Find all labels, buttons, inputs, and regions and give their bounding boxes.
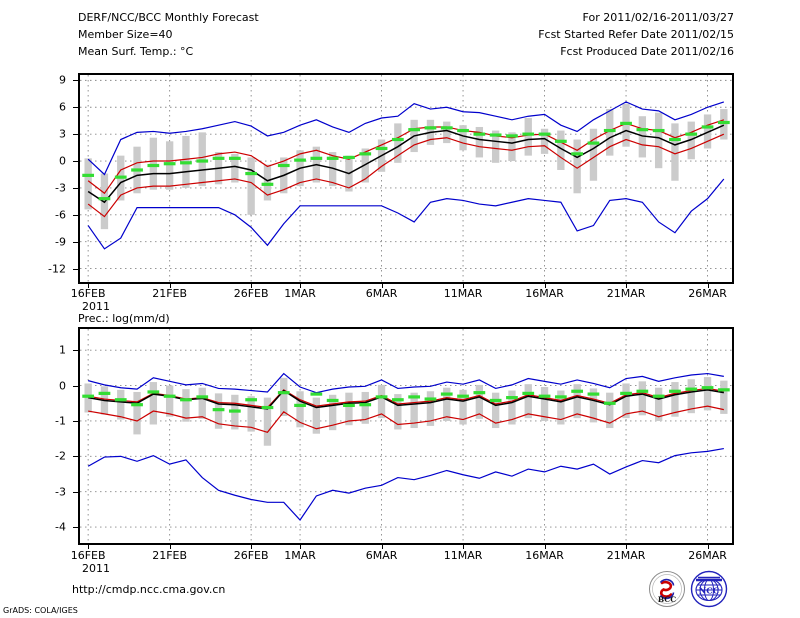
x-tick-mark — [251, 544, 253, 549]
x-tick-label: 21MAR — [606, 549, 646, 562]
y-tick-label: -2 — [55, 449, 66, 463]
precipitation-plot-panel — [78, 327, 734, 545]
temp-variable-label: Mean Surf. Temp.: °C — [78, 45, 194, 58]
y-tick-label: 0 — [59, 379, 66, 393]
precipitation-year-label: 2011 — [82, 562, 110, 575]
member-size-label: Member Size=40 — [78, 28, 173, 41]
x-tick-label: 26FEB — [233, 287, 269, 300]
y-tick-mark — [73, 107, 78, 109]
x-tick-label: 6MAR — [365, 287, 398, 300]
forecast-period-label: For 2011/02/16-2011/03/27 — [582, 11, 734, 24]
y-tick-label: -9 — [55, 235, 66, 249]
x-tick-mark — [544, 283, 546, 288]
y-tick-label: -4 — [55, 520, 66, 534]
x-tick-mark — [626, 544, 628, 549]
bcc-logo-text: BCC — [658, 595, 676, 604]
y-tick-label: -3 — [55, 181, 66, 195]
x-tick-label: 11MAR — [443, 287, 483, 300]
x-tick-mark — [300, 544, 302, 549]
x-tick-label: 21MAR — [606, 287, 646, 300]
y-tick-mark — [73, 187, 78, 189]
x-tick-mark — [169, 283, 171, 288]
precipitation-y-axis: 1 0 -1 -2 -3 -4 — [30, 327, 78, 545]
x-tick-label: 1MAR — [284, 287, 316, 300]
x-tick-label: 21FEB — [152, 287, 188, 300]
y-tick-mark — [73, 491, 78, 493]
temperature-plot-canvas — [80, 75, 732, 282]
y-tick-label: 0 — [59, 154, 66, 168]
x-tick-mark — [300, 283, 302, 288]
ncc-logo-text: NCC — [699, 585, 720, 595]
x-tick-mark — [707, 544, 709, 549]
y-tick-label: -6 — [55, 208, 66, 222]
x-tick-mark — [169, 544, 171, 549]
y-tick-label: 1 — [59, 343, 66, 357]
x-tick-label: 21FEB — [152, 549, 188, 562]
x-tick-mark — [626, 283, 628, 288]
x-tick-mark — [381, 283, 383, 288]
x-tick-label: 1MAR — [284, 549, 316, 562]
x-tick-mark — [88, 283, 90, 288]
x-tick-label: 26FEB — [233, 549, 269, 562]
y-tick-mark — [73, 527, 78, 529]
precipitation-plot-canvas — [80, 329, 732, 543]
x-tick-mark — [251, 283, 253, 288]
y-tick-mark — [73, 385, 78, 387]
x-tick-label: 26MAR — [688, 287, 727, 300]
x-tick-mark — [544, 544, 546, 549]
y-tick-label: 6 — [59, 100, 66, 114]
y-tick-label: 9 — [59, 73, 66, 87]
x-tick-mark — [463, 544, 465, 549]
ncc-logo-icon: NCC — [690, 570, 728, 608]
temperature-y-axis: 9 6 3 0 -3 -6 -9 -12 — [30, 73, 78, 284]
forecast-title: DERF/NCC/BCC Monthly Forecast — [78, 11, 259, 24]
y-tick-label: -1 — [55, 414, 66, 428]
grads-credit: GrADS: COLA/IGES — [3, 606, 78, 615]
x-tick-mark — [707, 283, 709, 288]
y-tick-mark — [73, 134, 78, 136]
y-tick-mark — [73, 456, 78, 458]
x-tick-label: 16MAR — [525, 287, 564, 300]
x-tick-label: 16MAR — [525, 549, 564, 562]
y-tick-mark — [73, 161, 78, 163]
y-tick-label: -12 — [48, 262, 66, 276]
y-tick-label: -3 — [55, 485, 66, 499]
x-tick-label: 6MAR — [365, 549, 398, 562]
y-tick-mark — [73, 350, 78, 352]
x-tick-mark — [88, 544, 90, 549]
y-tick-mark — [73, 268, 78, 270]
x-tick-label: 26MAR — [688, 549, 727, 562]
x-tick-label: 16FEB — [70, 287, 106, 300]
temperature-plot-panel — [78, 73, 734, 284]
y-tick-mark — [73, 241, 78, 243]
x-tick-mark — [381, 544, 383, 549]
temperature-year-label: 2011 — [82, 300, 110, 313]
x-tick-label: 11MAR — [443, 549, 483, 562]
x-tick-label: 16FEB — [70, 549, 106, 562]
bcc-logo-icon: BCC — [649, 571, 685, 607]
y-tick-mark — [73, 420, 78, 422]
y-tick-label: 3 — [59, 127, 66, 141]
forecast-started-label: Fcst Started Refer Date 2011/02/15 — [538, 28, 734, 41]
y-tick-mark — [73, 214, 78, 216]
precipitation-variable-label: Prec.: log(mm/d) — [78, 312, 170, 325]
cmdp-url-link[interactable]: http://cmdp.ncc.cma.gov.cn — [72, 583, 226, 596]
x-tick-mark — [463, 283, 465, 288]
forecast-produced-label: Fcst Produced Date 2011/02/16 — [560, 45, 734, 58]
y-tick-mark — [73, 80, 78, 82]
